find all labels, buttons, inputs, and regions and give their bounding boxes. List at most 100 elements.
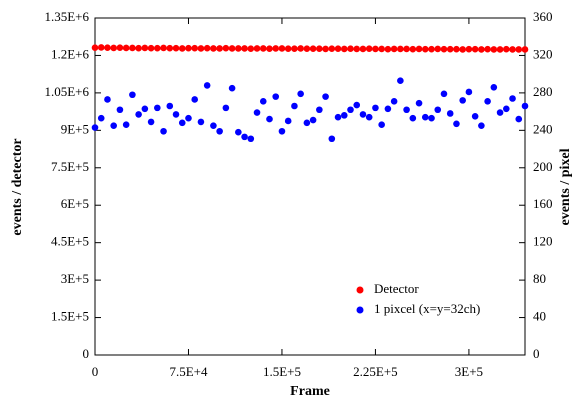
point: [515, 46, 523, 53]
point: [334, 45, 342, 53]
point: [241, 133, 248, 141]
point: [509, 95, 516, 102]
point: [203, 82, 211, 89]
point: [185, 44, 192, 52]
point: [365, 45, 373, 53]
point: [116, 44, 124, 52]
point: [390, 98, 398, 105]
point: [141, 105, 149, 113]
point: [297, 45, 304, 52]
point: [490, 46, 498, 53]
point: [97, 114, 105, 122]
point: [122, 44, 130, 52]
point: [428, 114, 435, 122]
point: [303, 45, 311, 53]
point: [340, 45, 348, 53]
point: [253, 109, 261, 116]
point: [253, 45, 261, 52]
point: [222, 44, 230, 52]
y-tick-label: 3E+5: [61, 271, 89, 286]
point: [465, 45, 473, 53]
point: [384, 45, 392, 53]
y-tick-label: 1.35E+6: [44, 9, 89, 24]
point: [378, 45, 385, 53]
point: [278, 127, 286, 135]
point: [316, 106, 323, 114]
legend-marker: [356, 306, 364, 314]
point: [421, 113, 429, 121]
point: [141, 44, 149, 52]
point: [309, 116, 317, 124]
legend-label: Detector: [374, 281, 419, 296]
point: [490, 83, 498, 91]
y-tick-label: 1.05E+6: [44, 84, 89, 99]
point: [259, 98, 267, 105]
y-tick-label: 6E+5: [61, 196, 89, 211]
point: [178, 45, 186, 52]
point: [129, 91, 136, 99]
point: [359, 45, 367, 53]
point: [390, 45, 398, 53]
point: [160, 127, 167, 135]
point: [185, 114, 192, 122]
y-tick-label: 7.5E+5: [51, 159, 89, 174]
point: [197, 118, 205, 126]
point: [434, 45, 442, 53]
point: [172, 44, 180, 52]
point: [353, 101, 361, 109]
point: [147, 44, 155, 52]
y-tick-label: 9E+5: [61, 121, 89, 136]
y2-tick-label: 160: [533, 196, 553, 211]
point: [235, 128, 242, 136]
point: [135, 111, 142, 118]
point: [210, 45, 217, 52]
point: [446, 110, 454, 117]
point: [203, 44, 211, 52]
point: [97, 44, 105, 51]
point: [291, 102, 298, 110]
point: [521, 46, 529, 53]
point: [266, 45, 273, 53]
point: [278, 45, 286, 52]
point: [340, 112, 348, 119]
point: [428, 45, 435, 53]
point: [372, 104, 379, 112]
point: [353, 45, 361, 53]
point: [471, 45, 479, 53]
point: [459, 46, 466, 53]
y-tick-label: 1.2E+6: [51, 46, 90, 61]
point: [459, 97, 466, 104]
y2-tick-label: 200: [533, 159, 553, 174]
point: [147, 118, 155, 126]
point: [216, 45, 223, 52]
point: [178, 119, 186, 127]
point: [347, 106, 354, 114]
y2-tick-label: 280: [533, 84, 553, 99]
point: [478, 122, 485, 129]
y2-tick-label: 360: [533, 9, 553, 24]
point: [434, 106, 442, 114]
point: [166, 102, 174, 110]
point: [266, 115, 273, 123]
x-tick-label: 7.5E+4: [169, 364, 208, 379]
point: [154, 44, 161, 52]
point: [316, 45, 323, 53]
point: [397, 45, 404, 53]
point: [191, 44, 199, 52]
point: [478, 46, 485, 53]
point: [521, 102, 529, 110]
point: [328, 135, 336, 143]
point: [228, 45, 236, 52]
point: [91, 44, 99, 52]
point: [409, 45, 417, 53]
point: [104, 44, 111, 52]
point: [378, 121, 385, 129]
y-axis-label: events / detector: [10, 138, 25, 235]
y-tick-label: 1.5E+5: [51, 309, 89, 324]
point: [216, 127, 223, 135]
point: [297, 90, 304, 98]
y2-tick-label: 120: [533, 234, 553, 249]
point: [384, 105, 392, 113]
point: [154, 104, 161, 112]
point: [210, 122, 217, 129]
